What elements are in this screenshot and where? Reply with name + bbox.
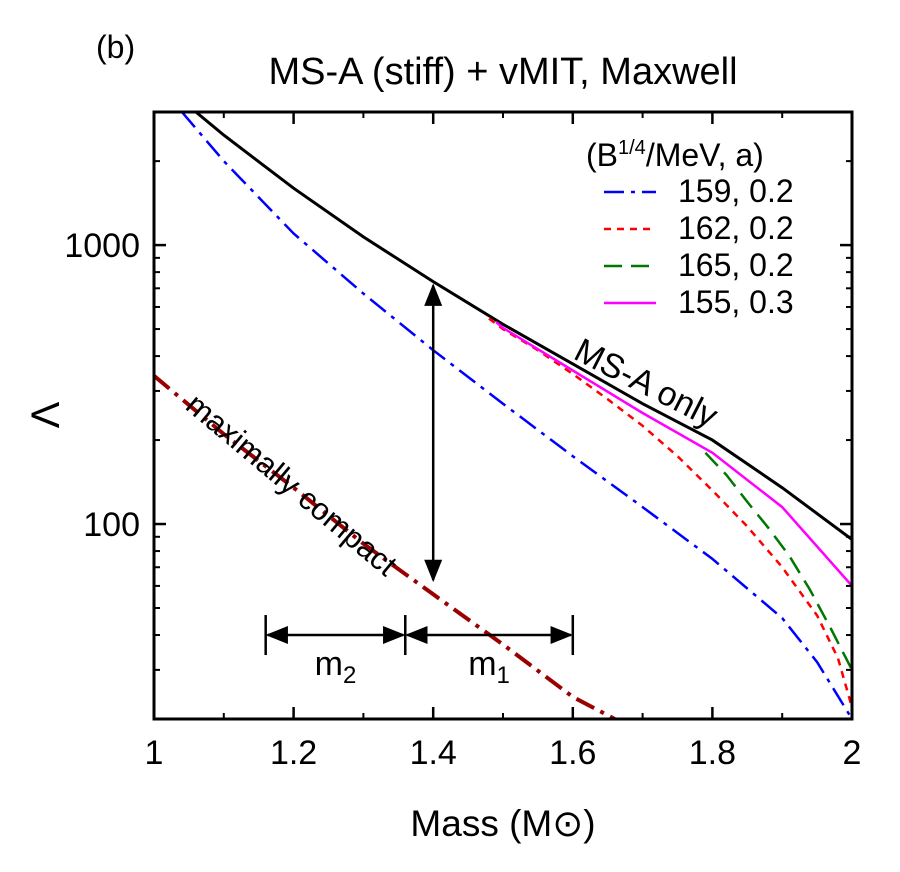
x-axis-label: Mass (M⊙) [410,803,595,844]
series-ms-a-only [194,112,852,541]
series-155-0-3 [495,321,852,587]
m1-label: m1 [468,645,510,689]
legend-title: (B1/4/MeV, a) [586,137,764,173]
x-tick-label: 1.8 [689,734,736,772]
x-tick-label: 1.2 [270,734,317,772]
x-tick-label: 1 [145,734,164,772]
y-tick-label: 100 [83,506,140,544]
legend-entry-label: 159, 0.2 [678,173,794,209]
legend-entry-label: 165, 0.2 [678,247,794,283]
x-tick-label: 1.4 [410,734,457,772]
panel-label: (b) [96,29,135,65]
maximally-compact-label: maximally compact [180,387,405,583]
series-165-0-2 [704,451,852,671]
x-tick-label: 2 [843,734,862,772]
x-tick-label: 1.6 [549,734,596,772]
chart-title: MS-A (stiff) + vMIT, Maxwell [268,51,737,93]
legend-entry-label: 162, 0.2 [678,210,794,246]
m2-label: m2 [315,645,357,689]
y-axis-label: Λ [24,401,68,428]
legend-entry-label: 155, 0.3 [678,284,794,320]
y-tick-label: 1000 [64,227,140,265]
series-maximally-compact [154,374,616,719]
